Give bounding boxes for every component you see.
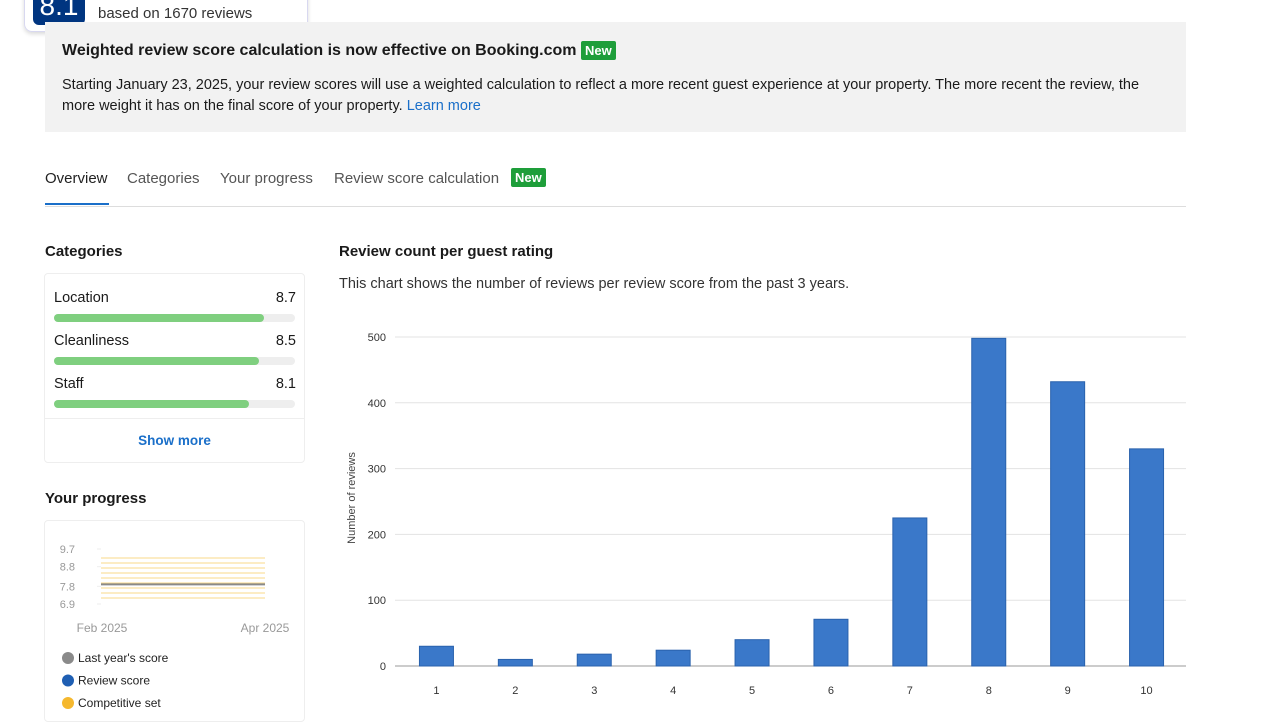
new-badge: New xyxy=(580,41,616,60)
category-score: 8.5 xyxy=(275,333,296,349)
new-badge: New xyxy=(511,168,546,187)
x-tick-label: 5 xyxy=(749,685,755,697)
score-badge: 8.1 xyxy=(33,0,85,25)
x-tick-label: 8 xyxy=(986,685,992,697)
bar xyxy=(813,618,849,667)
bar xyxy=(734,639,770,667)
bar xyxy=(1050,381,1086,667)
category-bar xyxy=(54,357,259,365)
chart-subtitle: This chart shows the number of reviews p… xyxy=(339,276,850,292)
banner: Weighted review score calculation is now… xyxy=(45,22,1186,132)
category-bar xyxy=(54,400,250,408)
bar xyxy=(892,517,928,667)
bar xyxy=(655,649,691,667)
category-name: Cleanliness xyxy=(54,333,129,349)
category-score: 8.7 xyxy=(275,290,296,306)
y-tick-label: 0 xyxy=(380,661,386,673)
tab[interactable]: Categories xyxy=(127,170,200,187)
bar xyxy=(497,658,533,667)
x-tick-label: 3 xyxy=(591,685,597,697)
y-tick-label: 500 xyxy=(368,332,386,344)
x-tick-label: 10 xyxy=(1140,685,1152,697)
y-tick-label: 9.7 xyxy=(60,544,75,556)
y-tick-label: 100 xyxy=(368,595,386,607)
section-title: Categories xyxy=(45,243,123,260)
category-name: Staff xyxy=(54,376,84,392)
tabs: Overview Categories Your progress Review… xyxy=(45,168,1186,207)
banner-title-text: Weighted review score calculation is now… xyxy=(62,42,577,59)
x-tick-label: 2 xyxy=(512,685,518,697)
bar xyxy=(576,653,612,667)
x-tick-label: Apr 2025 xyxy=(241,621,290,635)
category-bar xyxy=(54,314,264,322)
legend-label: Competitive set xyxy=(78,696,161,710)
y-tick-label: 6.9 xyxy=(60,599,75,611)
learn-more-link[interactable]: Learn more xyxy=(406,98,481,114)
tab[interactable]: Your progress xyxy=(220,170,313,187)
x-tick-label: 9 xyxy=(1065,685,1071,697)
category-name: Location xyxy=(54,290,109,306)
bar xyxy=(1129,448,1165,667)
y-axis-label: Number of reviews xyxy=(346,452,358,544)
tab-underline xyxy=(45,203,109,205)
bar xyxy=(971,337,1007,667)
x-tick-label: 7 xyxy=(907,685,913,697)
banner-title: Weighted review score calculation is now… xyxy=(62,41,616,60)
review-count: based on 1670 reviews xyxy=(98,5,253,22)
legend-dot xyxy=(62,652,74,664)
y-tick-label: 7.8 xyxy=(60,581,75,593)
tab[interactable]: Review score calculation xyxy=(334,170,500,187)
legend-dot xyxy=(62,697,74,709)
score-card: 8.1 based on 1670 reviews xyxy=(24,0,308,32)
section-title: Your progress xyxy=(45,490,147,507)
chart-title: Review count per guest rating xyxy=(339,243,554,260)
x-tick-label: 4 xyxy=(670,685,676,697)
show-more[interactable]: Show more xyxy=(45,418,304,448)
y-tick-label: 400 xyxy=(368,398,386,410)
x-tick-label: Feb 2025 xyxy=(77,621,128,635)
category-score: 8.1 xyxy=(275,376,296,392)
banner-text: Starting January 23, 2025, your review s… xyxy=(62,75,1172,117)
bar xyxy=(418,645,454,667)
legend-label: Last year's score xyxy=(78,651,169,665)
x-tick-label: 6 xyxy=(828,685,834,697)
banner-body: Starting January 23, 2025, your review s… xyxy=(62,77,1140,114)
legend-dot xyxy=(62,674,74,687)
y-tick-label: 8.8 xyxy=(60,562,75,574)
tab[interactable]: Overview xyxy=(45,170,108,187)
y-tick-label: 200 xyxy=(368,529,386,541)
y-tick-label: 300 xyxy=(368,464,386,476)
x-tick-label: 1 xyxy=(433,685,439,697)
legend-label: Review score xyxy=(78,674,150,688)
categories-card: Show more Location 8.7 Cleanliness 8.5 Staff… xyxy=(44,273,305,463)
